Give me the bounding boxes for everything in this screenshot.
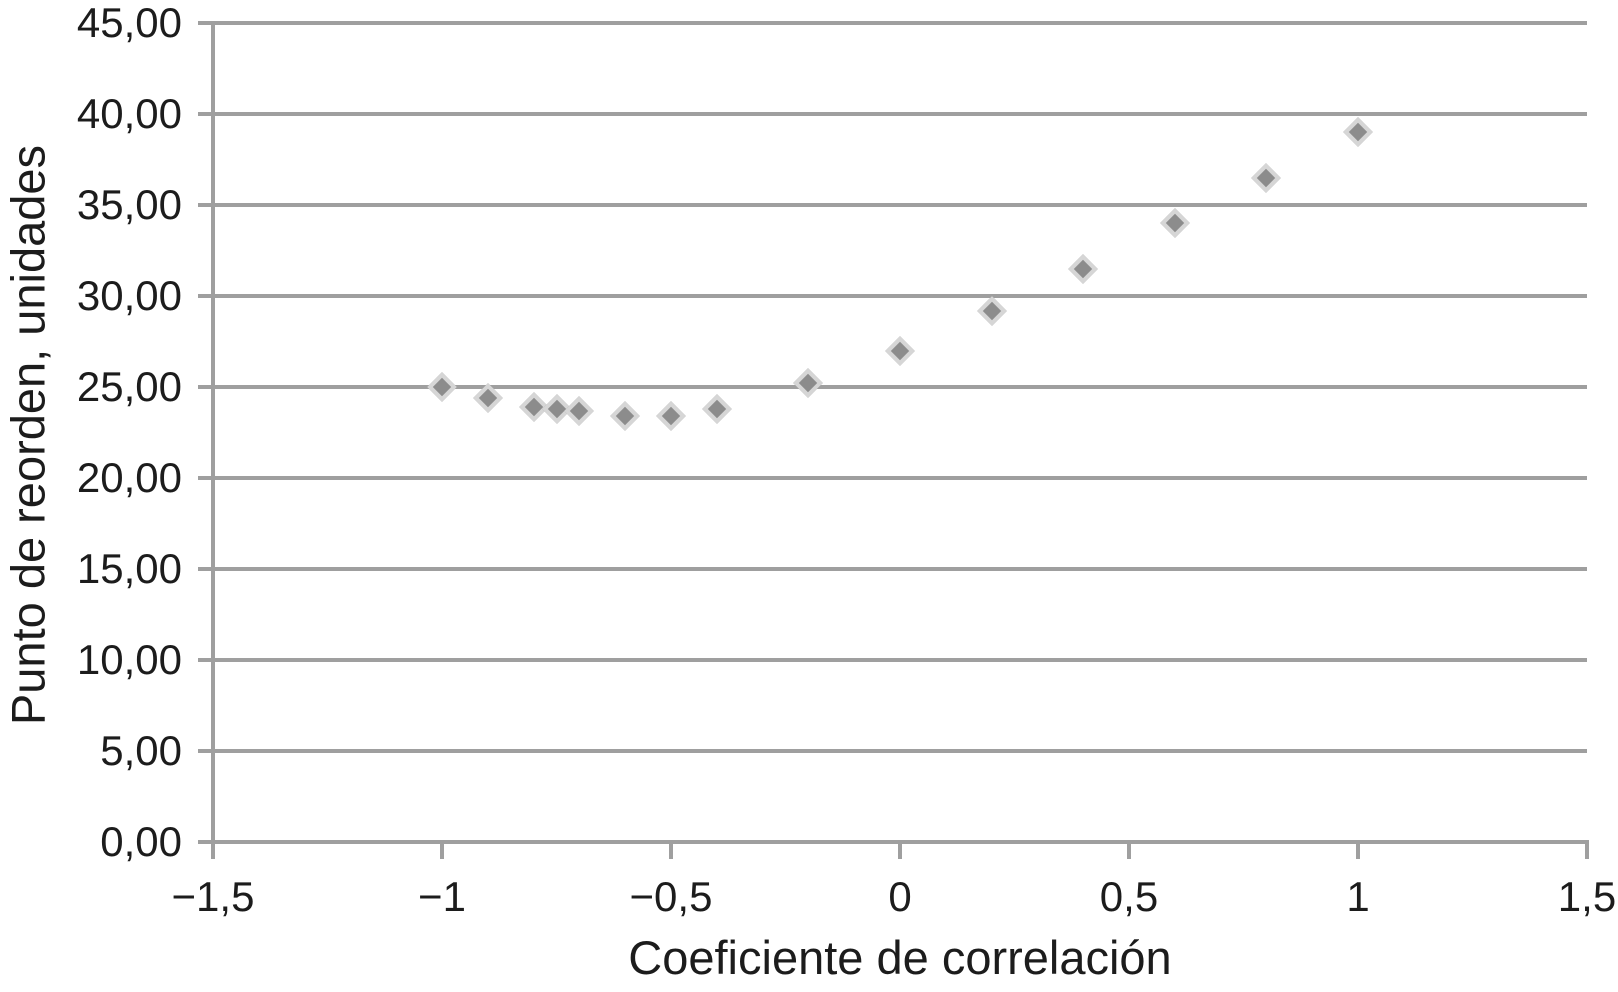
y-tick-label: 5,00: [100, 727, 182, 774]
y-gridline: [213, 567, 1587, 571]
y-axis-tick: [198, 840, 213, 844]
x-axis-line: [211, 840, 1589, 844]
data-point-diamond: [1159, 208, 1190, 239]
data-point-diamond: [793, 368, 824, 399]
data-point-diamond: [656, 401, 686, 431]
data-point-diamond: [564, 395, 595, 426]
y-gridline: [213, 112, 1587, 116]
x-axis-tick: [440, 844, 444, 859]
x-tick-label: 1,5: [1557, 873, 1617, 920]
data-point-diamond: [1343, 117, 1373, 148]
data-point-diamond: [610, 401, 641, 431]
y-axis-tick: [198, 21, 213, 25]
y-gridline: [213, 385, 1587, 389]
x-axis-tick: [1356, 844, 1360, 859]
y-tick-label: 40,00: [76, 90, 182, 137]
data-point-diamond: [427, 372, 457, 402]
y-tick-label: 30,00: [76, 272, 182, 319]
x-axis-tick: [1585, 844, 1589, 859]
x-tick-label: 1: [1346, 873, 1370, 920]
y-axis-tick: [198, 385, 213, 389]
y-tick-label: 15,00: [76, 545, 182, 592]
y-axis-tick: [198, 476, 213, 480]
y-axis-tick: [198, 658, 213, 662]
x-tick-label: −1,5: [171, 873, 255, 920]
x-tick-label: 0: [888, 873, 912, 920]
y-axis-tick: [198, 203, 213, 207]
data-point-diamond: [1068, 253, 1099, 284]
data-point-diamond: [701, 393, 732, 424]
x-axis-tick: [1127, 844, 1131, 859]
x-axis-tick: [211, 844, 215, 859]
x-tick-label: −1: [418, 873, 466, 920]
y-tick-label: 20,00: [76, 454, 182, 501]
data-point-diamond: [885, 335, 915, 366]
y-axis-tick: [198, 294, 213, 298]
y-gridline: [213, 658, 1587, 662]
y-tick-label: 0,00: [100, 818, 182, 865]
y-tick-label: 45,00: [76, 0, 182, 46]
y-gridline: [213, 476, 1587, 480]
y-gridline: [213, 749, 1587, 753]
y-gridline: [213, 203, 1587, 207]
data-point-diamond: [976, 295, 1007, 326]
x-tick-label: −0,5: [629, 873, 713, 920]
y-axis-tick: [198, 567, 213, 571]
y-tick-label: 10,00: [76, 636, 182, 683]
y-tick-label: 35,00: [76, 181, 182, 228]
data-point-diamond: [1251, 162, 1282, 193]
y-axis-tick: [198, 749, 213, 753]
y-axis-tick: [198, 112, 213, 116]
x-axis-tick: [898, 844, 902, 859]
x-axis-tick: [669, 844, 673, 859]
x-axis-title: Coeficiente de correlación: [628, 931, 1172, 984]
x-tick-label: 0,5: [1099, 873, 1159, 920]
y-tick-label: 25,00: [76, 363, 182, 410]
y-gridline: [213, 21, 1587, 25]
y-axis-line: [211, 23, 215, 846]
y-gridline: [213, 294, 1587, 298]
